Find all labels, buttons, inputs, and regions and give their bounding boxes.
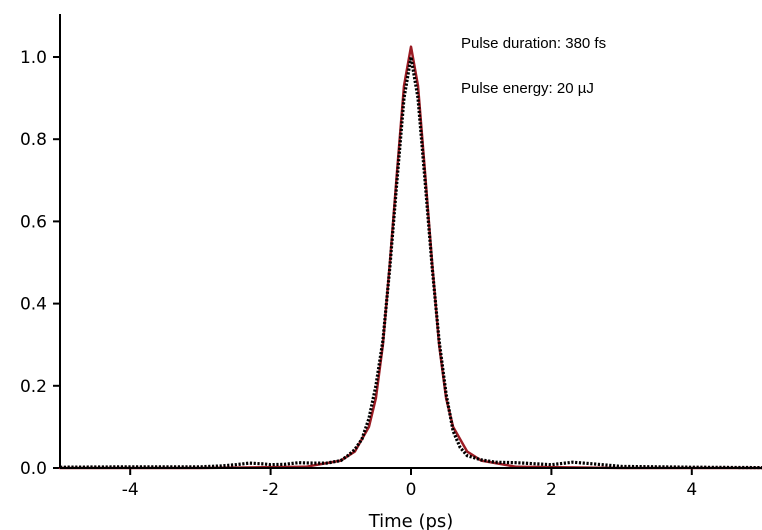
x-tick-label: -4: [122, 480, 139, 500]
y-axis-ticks: 0.0 0.2 0.4 0.6 0.8 1.0: [20, 48, 60, 479]
fit-line: [60, 47, 762, 468]
y-tick-label: 0.2: [20, 377, 47, 397]
y-tick-label: 0.0: [20, 459, 47, 479]
x-axis-label: Time (ps): [368, 511, 454, 530]
x-tick-label: 2: [546, 480, 557, 500]
x-tick-label: 4: [686, 480, 697, 500]
y-tick-label: 0.8: [20, 130, 47, 150]
series-layer: [60, 47, 762, 468]
y-tick-label: 0.6: [20, 212, 47, 232]
x-tick-label: 0: [406, 480, 417, 500]
x-tick-label: -2: [262, 480, 279, 500]
y-tick-label: 1.0: [20, 48, 47, 68]
x-axis-ticks: -4 -2 0 2 4: [122, 468, 697, 500]
annotation-pulse-energy: Pulse energy: 20 µJ: [461, 80, 594, 97]
annotation-pulse-duration: Pulse duration: 380 fs: [461, 35, 606, 52]
y-tick-label: 0.4: [20, 295, 47, 315]
measured-data-line: [60, 57, 762, 468]
